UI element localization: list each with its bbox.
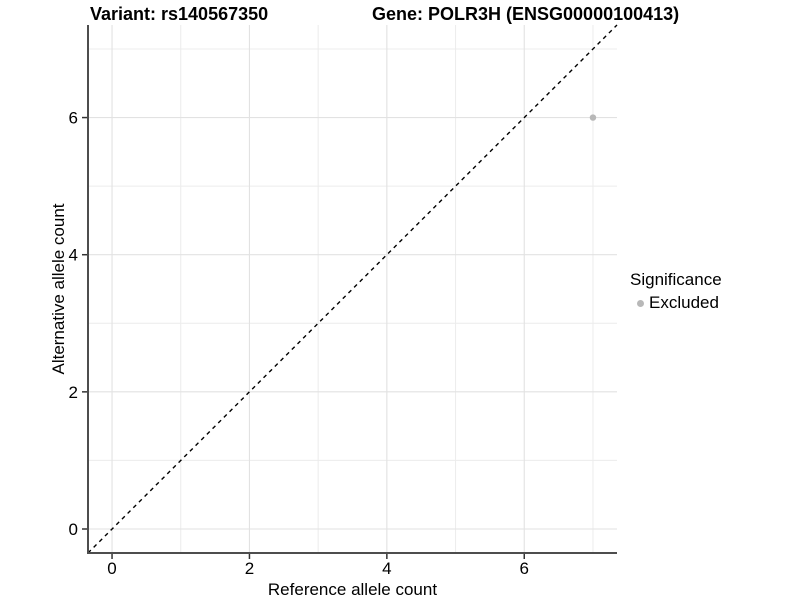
variant-title: Variant: rs140567350 bbox=[90, 4, 269, 24]
y-tick-label: 4 bbox=[69, 246, 78, 265]
legend-item-label: Excluded bbox=[649, 293, 719, 312]
x-tick-label: 2 bbox=[245, 559, 254, 578]
legend-item-excluded: Excluded bbox=[630, 293, 722, 313]
x-tick-label: 6 bbox=[520, 559, 529, 578]
excluded-point-swatch-icon bbox=[637, 299, 644, 307]
gene-title: Gene: POLR3H (ENSG00000100413) bbox=[372, 4, 680, 24]
y-tick-label: 6 bbox=[69, 109, 78, 128]
identity-line bbox=[87, 24, 618, 554]
legend: Significance Excluded bbox=[630, 270, 722, 313]
y-tick-label: 2 bbox=[69, 383, 78, 402]
y-axis-title: Alternative allele count bbox=[49, 203, 68, 375]
x-tick-label: 0 bbox=[107, 559, 116, 578]
x-axis-title: Reference allele count bbox=[267, 580, 438, 599]
data-point bbox=[589, 114, 597, 121]
x-tick-label: 4 bbox=[382, 559, 391, 578]
y-tick-label: 0 bbox=[69, 520, 78, 539]
legend-title: Significance bbox=[630, 270, 722, 289]
